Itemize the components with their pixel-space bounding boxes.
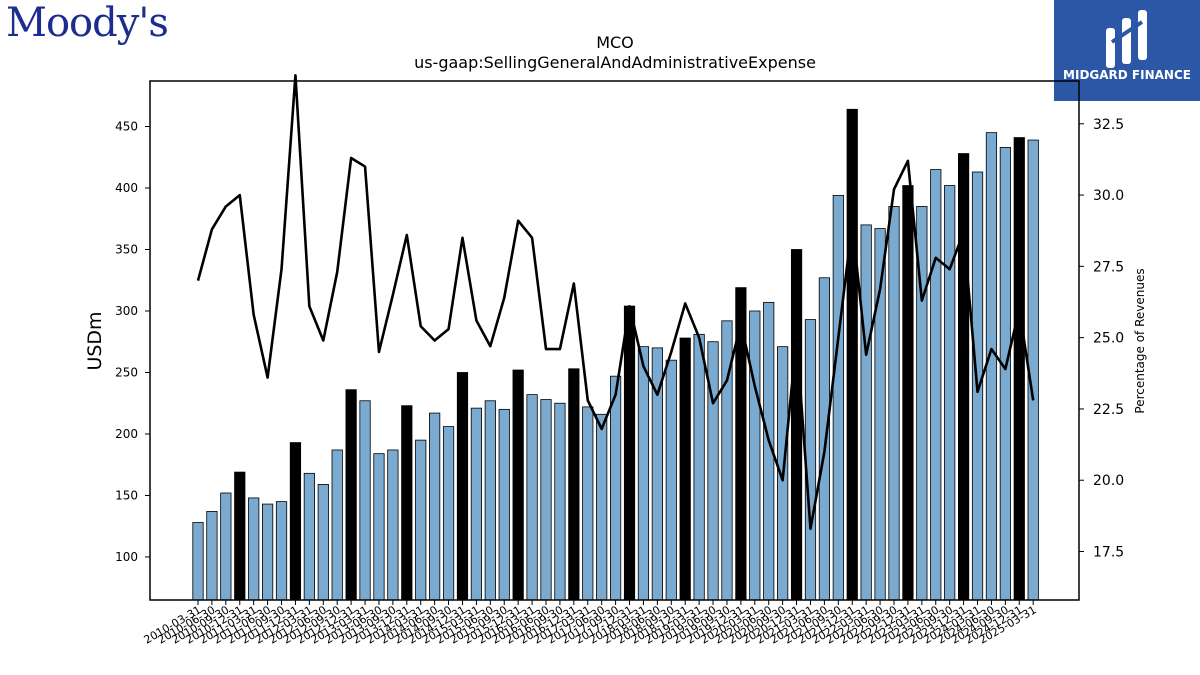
bar: [888, 206, 900, 601]
midgard-finance-logo: MIDGARD FINANCE: [1054, 0, 1200, 101]
bar: [387, 449, 399, 601]
y2-tick-label: 22.5: [1093, 402, 1124, 418]
x-axis: 2010-03-312010-06-302010-09-302010-12-31…: [142, 600, 1039, 647]
y-axis: 100 150 200 250 300 350 400 450: [115, 120, 150, 564]
y-tick-label: 400: [115, 181, 138, 195]
bar: [568, 368, 580, 601]
y-tick-label: 100: [115, 550, 138, 564]
bar: [289, 442, 302, 601]
bar: [944, 185, 956, 601]
midgard-finance-text: MIDGARD FINANCE: [1063, 68, 1191, 82]
bar: [1013, 137, 1025, 601]
bar: [415, 439, 427, 601]
chart-title: MCO: [596, 33, 634, 52]
bar: [665, 359, 677, 601]
bar: [999, 147, 1011, 601]
bar: [345, 389, 357, 601]
y2-tick-label: 20.0: [1093, 473, 1124, 489]
bars-layer: [192, 108, 1039, 601]
bar: [818, 277, 831, 601]
y2-axis-label: Percentage of Revenues: [1133, 268, 1147, 413]
bar: [373, 453, 385, 601]
bar: [206, 511, 218, 601]
bar: [958, 153, 970, 601]
bar: [693, 333, 705, 601]
bar: [429, 412, 441, 601]
series-line: [196, 74, 1035, 531]
y2-axis: 17.5 20.0 22.5 25.0 27.5 30.0 32.5: [1079, 117, 1124, 561]
bar: [192, 522, 204, 601]
bar: [401, 405, 413, 601]
bar: [442, 426, 455, 601]
y2-tick-label: 27.5: [1093, 259, 1124, 275]
bar: [832, 194, 844, 601]
y2-tick-label: 30.0: [1093, 188, 1124, 204]
y-tick-label: 300: [115, 304, 138, 318]
bar: [261, 503, 274, 601]
y-tick-label: 150: [115, 488, 138, 502]
bar: [220, 492, 232, 601]
bar: [526, 394, 538, 601]
y2-tick-label: 32.5: [1093, 117, 1124, 133]
y-tick-label: 250: [115, 365, 138, 379]
bar: [860, 224, 872, 601]
bar: [637, 346, 650, 601]
midgard-emblem-icon: [1106, 10, 1147, 68]
bar: [331, 449, 343, 601]
bar: [317, 483, 329, 601]
bar: [790, 249, 803, 601]
bar: [902, 185, 914, 601]
y-tick-label: 200: [115, 427, 138, 441]
y-tick-label: 450: [115, 120, 138, 134]
bar: [985, 132, 998, 601]
bar: [275, 501, 288, 601]
bar: [749, 310, 761, 601]
bar: [554, 402, 566, 601]
bar: [248, 497, 260, 601]
bar: [234, 471, 246, 601]
bar: [540, 399, 552, 601]
y2-tick-label: 25.0: [1093, 331, 1124, 347]
bar: [610, 375, 622, 601]
bar: [679, 337, 691, 601]
plot-frame: [149, 80, 1080, 601]
bar: [484, 400, 496, 601]
y-axis-label: USDm: [84, 311, 106, 370]
y-tick-label: 350: [115, 242, 138, 256]
chart-subtitle: us-gaap:SellingGeneralAndAdministrativeE…: [414, 53, 816, 72]
line-layer: [196, 74, 1035, 531]
bar: [359, 400, 371, 601]
bar: [512, 369, 524, 601]
bar: [498, 408, 510, 601]
y2-tick-label: 17.5: [1093, 545, 1124, 561]
bar: [303, 472, 315, 601]
bar: [456, 372, 469, 601]
bar: [623, 305, 636, 601]
bar: [930, 169, 942, 601]
bar: [596, 413, 608, 601]
moodys-logo-text: Moody's: [6, 0, 169, 46]
bar: [846, 108, 858, 601]
bar: [582, 406, 594, 601]
moodys-logo: Moody's: [6, 0, 169, 46]
bar: [470, 407, 483, 601]
bar: [804, 319, 817, 601]
